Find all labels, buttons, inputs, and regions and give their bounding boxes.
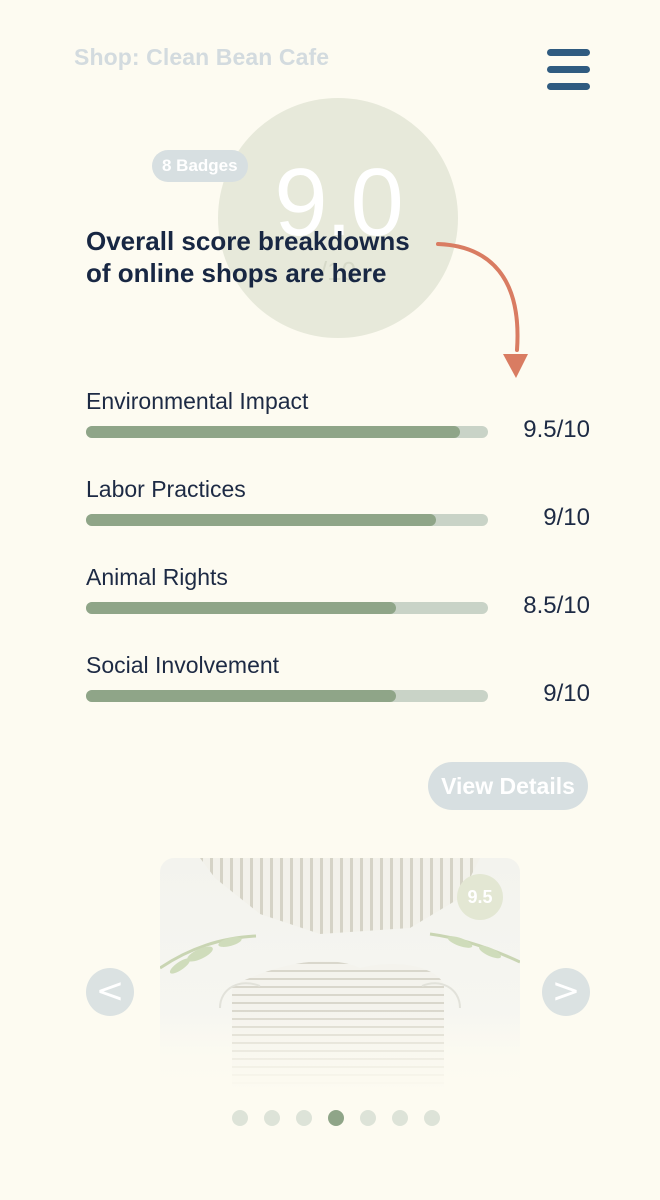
breakdown-bar-fill bbox=[86, 690, 396, 702]
carousel-dot[interactable] bbox=[232, 1110, 248, 1126]
menu-bar bbox=[547, 66, 590, 73]
breakdown-label: Social Involvement bbox=[86, 652, 280, 678]
breakdown-row-labor-practices: Labor Practices 9/10 bbox=[86, 476, 590, 536]
arrow-curve bbox=[436, 242, 520, 352]
carousel-prev-button[interactable]: < bbox=[86, 968, 134, 1016]
breakdown-bar-fill bbox=[86, 602, 396, 614]
leaf-left bbox=[160, 934, 257, 970]
breakdown-bar-track bbox=[86, 602, 488, 614]
carousel-dot[interactable] bbox=[392, 1110, 408, 1126]
tutorial-hint-text: Overall score breakdowns of online shops… bbox=[86, 225, 466, 289]
tutorial-hint-line: Overall score breakdowns bbox=[86, 226, 410, 256]
breakdown-label: Labor Practices bbox=[86, 476, 246, 502]
breakdown-bar-fill bbox=[86, 426, 460, 438]
breakdown-row-environmental-impact: Environmental Impact 9.5/10 bbox=[86, 388, 590, 448]
tutorial-hint-line: of online shops are here bbox=[86, 258, 387, 288]
hamburger-menu-icon[interactable] bbox=[547, 49, 591, 91]
breakdown-row-social-involvement: Social Involvement 9/10 bbox=[86, 652, 590, 712]
carousel-dot[interactable] bbox=[424, 1110, 440, 1126]
breakdown-row-animal-rights: Animal Rights 8.5/10 bbox=[86, 564, 590, 624]
carousel-dot[interactable] bbox=[264, 1110, 280, 1126]
breakdown-label: Environmental Impact bbox=[86, 388, 309, 414]
breakdown-bar-track bbox=[86, 514, 488, 526]
breakdown-bar-track bbox=[86, 690, 488, 702]
overall-score-denominator: /10 bbox=[319, 256, 357, 286]
overall-score-value: 9.0 bbox=[274, 149, 403, 256]
badges-count-badge[interactable]: 8 Badges bbox=[152, 150, 248, 182]
breakdown-bar-fill bbox=[86, 514, 436, 526]
breakdown-score: 9/10 bbox=[543, 680, 590, 707]
carousel-next-button[interactable]: > bbox=[542, 968, 590, 1016]
overall-score-circle: 9.0 /10 bbox=[218, 98, 458, 338]
carousel-dot[interactable] bbox=[296, 1110, 312, 1126]
product-photo-illustration bbox=[160, 858, 520, 1090]
product-score-badge: 9.5 bbox=[457, 874, 503, 920]
product-image[interactable] bbox=[160, 858, 520, 1090]
menu-bar bbox=[547, 49, 590, 56]
leaf-right bbox=[429, 932, 520, 964]
breakdown-score: 9/10 bbox=[543, 504, 590, 531]
menu-bar bbox=[547, 83, 590, 90]
breakdown-label: Animal Rights bbox=[86, 564, 228, 590]
view-details-button[interactable]: View Details bbox=[428, 762, 588, 810]
carousel-dot[interactable] bbox=[328, 1110, 344, 1126]
breakdown-bar-track bbox=[86, 426, 488, 438]
carousel-dot[interactable] bbox=[360, 1110, 376, 1126]
breakdown-score: 8.5/10 bbox=[523, 592, 590, 619]
shop-title: Shop: Clean Bean Cafe bbox=[74, 44, 330, 70]
breakdown-score: 9.5/10 bbox=[523, 416, 590, 443]
curved-arrow-down-icon bbox=[436, 242, 528, 378]
arrow-head bbox=[503, 354, 528, 378]
striped-cloth-top bbox=[200, 858, 480, 934]
